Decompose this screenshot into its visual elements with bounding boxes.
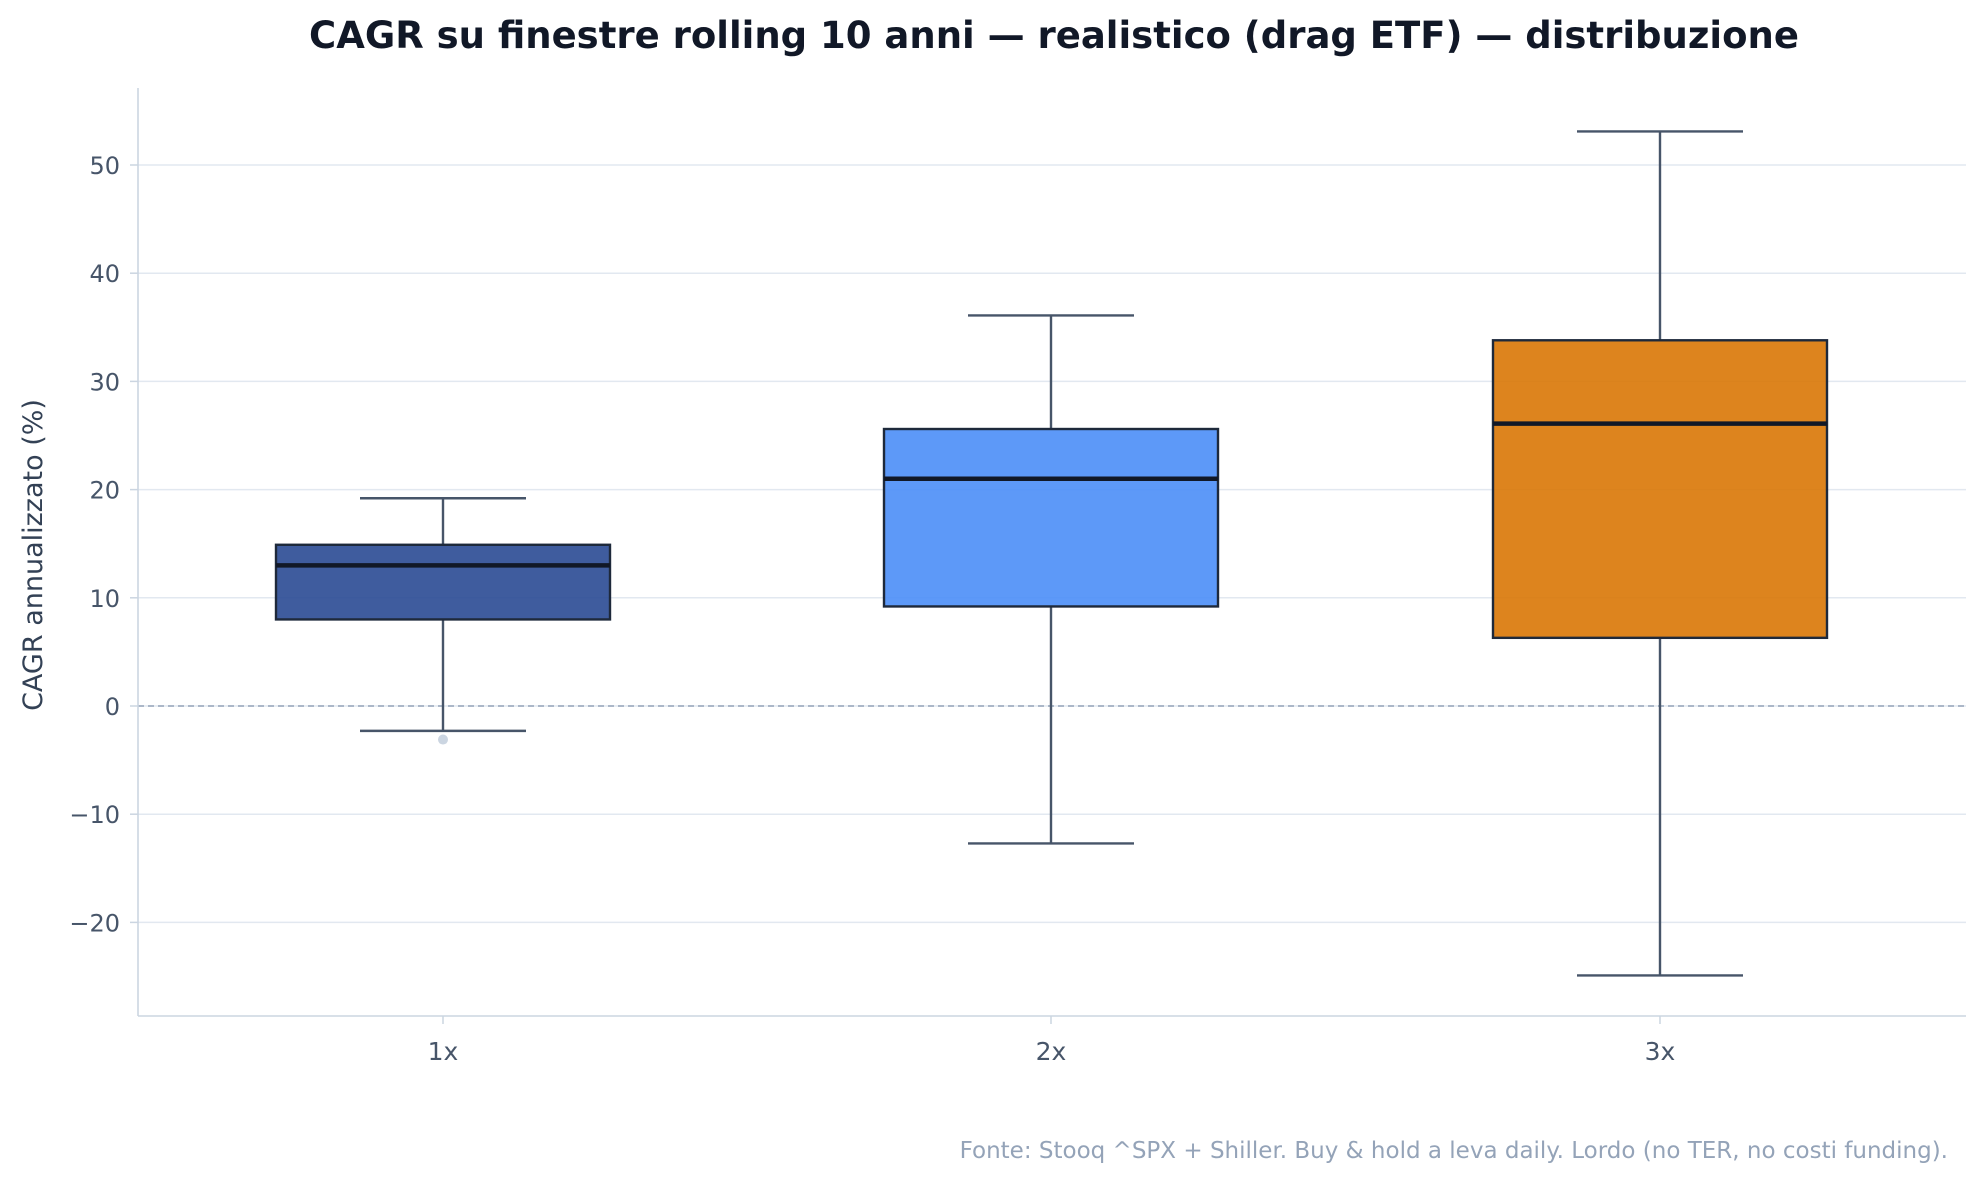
source-note: Fonte: Stooq ^SPX + Shiller. Buy & hold …: [960, 1138, 1948, 1164]
y-tick-label: −10: [69, 801, 120, 829]
y-tick-label: 10: [89, 585, 120, 613]
y-tick-label: −20: [69, 909, 120, 937]
x-tick-label: 2x: [1036, 1037, 1067, 1066]
y-tick-label: 30: [89, 368, 120, 396]
y-tick-label: 0: [105, 693, 120, 721]
y-axis-ticks: −20 −10 0 10 20 30 40 50: [69, 152, 138, 937]
iqr-box: [274, 543, 612, 621]
y-tick-label: 40: [89, 260, 120, 288]
iqr-box: [1491, 339, 1829, 640]
y-tick-label: 20: [89, 477, 120, 505]
iqr-box: [882, 427, 1220, 608]
y-axis-label: CAGR annualizzato (%): [18, 399, 49, 711]
chart-title: CAGR su finestre rolling 10 anni — reali…: [309, 14, 1799, 57]
x-tick-label: 1x: [428, 1037, 459, 1066]
outlier-point: [438, 734, 448, 745]
x-axis-ticks: 1x 2x 3x: [428, 1016, 1676, 1066]
y-tick-label: 50: [89, 152, 120, 180]
boxes: [274, 130, 1829, 977]
box-3x: [1491, 130, 1829, 977]
box-1x: [274, 497, 612, 745]
x-tick-label: 3x: [1645, 1037, 1676, 1066]
box-2x: [882, 314, 1220, 845]
